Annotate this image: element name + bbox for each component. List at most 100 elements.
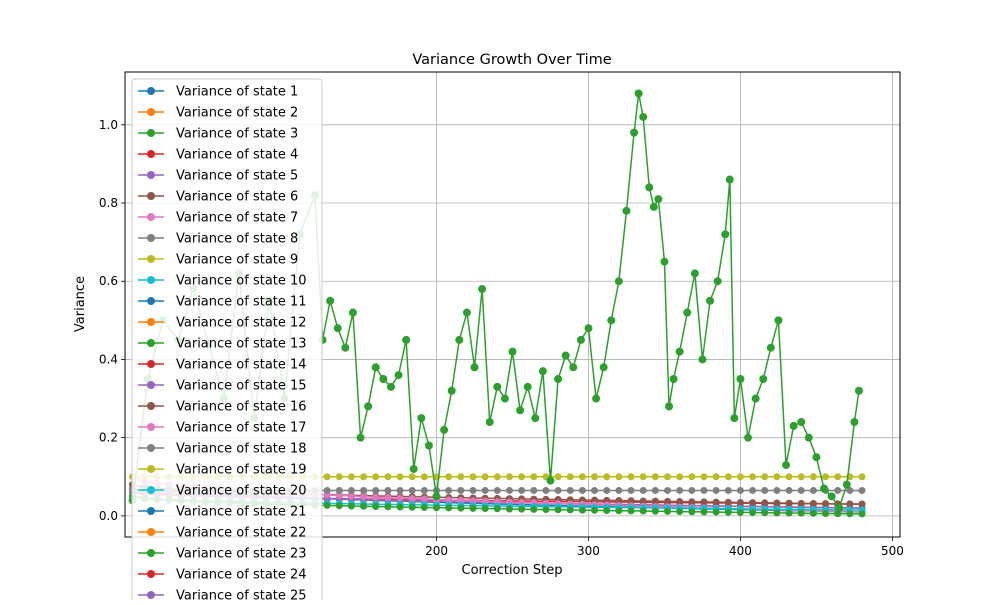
legend-item: Variance of state 16 <box>138 400 307 415</box>
data-point <box>603 496 611 504</box>
data-point <box>372 473 380 481</box>
legend-item: Variance of state 19 <box>138 463 307 478</box>
plot-frame <box>124 71 901 538</box>
data-point <box>676 508 684 516</box>
data-point <box>736 473 744 481</box>
data-point <box>493 486 501 494</box>
y-tick-label: 0.8 <box>99 196 118 210</box>
data-point <box>809 499 817 507</box>
legend-item: Variance of state 15 <box>138 379 307 394</box>
data-point <box>773 486 781 494</box>
data-point <box>470 363 479 372</box>
y-tick-label: 0.4 <box>99 352 118 366</box>
data-point <box>455 335 464 344</box>
data-point <box>578 473 586 481</box>
data-point <box>396 494 404 502</box>
legend-item: Variance of state 18 <box>138 442 307 457</box>
legend-item: Variance of state 20 <box>138 484 307 499</box>
data-point <box>402 335 411 344</box>
data-point <box>676 473 684 481</box>
data-point <box>724 508 732 516</box>
legend-marker <box>147 192 155 200</box>
data-point <box>578 486 586 494</box>
data-point <box>420 495 428 503</box>
data-point <box>505 505 513 513</box>
data-point <box>622 206 631 215</box>
data-point <box>676 498 684 506</box>
data-point <box>665 402 674 411</box>
data-point <box>408 486 416 494</box>
legend-item: Variance of state 5 <box>138 169 298 184</box>
data-point <box>372 502 380 510</box>
data-point <box>408 495 416 503</box>
data-point <box>347 492 355 500</box>
data-point <box>485 418 494 427</box>
data-point <box>516 406 525 415</box>
data-point <box>538 367 547 376</box>
data-point <box>530 473 538 481</box>
data-point <box>759 375 768 384</box>
data-point <box>457 496 465 504</box>
legend-marker <box>147 360 155 368</box>
data-point <box>591 473 599 481</box>
data-point <box>409 464 418 473</box>
data-point <box>639 112 648 121</box>
legend-marker <box>147 255 155 263</box>
data-point <box>481 505 489 513</box>
data-point <box>712 498 720 506</box>
data-point <box>651 486 659 494</box>
legend-item: Variance of state 2 <box>138 106 298 121</box>
data-point <box>615 473 623 481</box>
data-point <box>766 343 775 352</box>
data-point <box>584 324 593 333</box>
data-point <box>360 502 368 510</box>
legend-label: Variance of state 5 <box>176 169 298 184</box>
data-point <box>773 473 781 481</box>
data-point <box>500 394 509 403</box>
data-point <box>379 375 388 384</box>
data-point <box>822 500 830 508</box>
data-point <box>615 497 623 505</box>
data-point <box>627 473 635 481</box>
data-point <box>518 486 526 494</box>
data-point <box>445 496 453 504</box>
legend-marker <box>147 486 155 494</box>
data-point <box>712 473 720 481</box>
data-point <box>569 363 578 372</box>
legend-label: Variance of state 13 <box>176 337 307 352</box>
data-point <box>664 507 671 515</box>
data-point <box>660 257 669 266</box>
data-point <box>712 486 720 494</box>
data-point <box>639 473 647 481</box>
data-point <box>724 473 732 481</box>
data-point <box>645 183 654 192</box>
data-point <box>440 425 449 434</box>
legend-item: Variance of state 9 <box>138 253 298 268</box>
data-point <box>546 476 555 485</box>
legend-box <box>131 78 323 605</box>
data-point <box>690 269 699 278</box>
data-point <box>700 486 708 494</box>
data-point <box>639 507 647 515</box>
data-point <box>347 473 355 481</box>
x-tick-label: 500 <box>881 544 904 558</box>
data-point <box>639 497 647 505</box>
legend-label: Variance of state 14 <box>176 358 307 373</box>
legend-label: Variance of state 18 <box>176 442 307 457</box>
legend-item: Variance of state 22 <box>138 526 307 541</box>
data-point <box>809 486 817 494</box>
x-tick-label: 300 <box>577 544 600 558</box>
data-point <box>700 473 708 481</box>
legend-marker <box>147 297 155 305</box>
data-point <box>744 433 753 442</box>
data-point <box>804 433 813 442</box>
data-point <box>371 363 380 372</box>
data-point <box>554 486 562 494</box>
data-point <box>420 486 428 494</box>
legend-marker <box>147 528 155 536</box>
data-point <box>639 486 647 494</box>
data-point <box>396 503 404 511</box>
x-tick-label: 400 <box>729 544 752 558</box>
